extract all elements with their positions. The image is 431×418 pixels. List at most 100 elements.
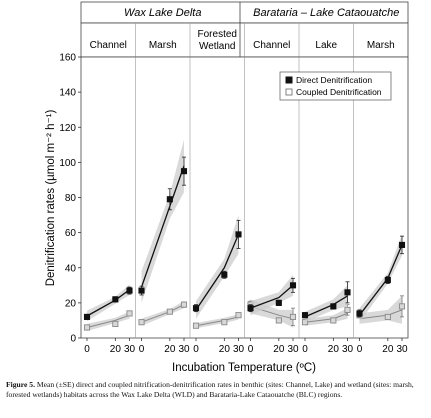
coupled-point — [344, 306, 351, 313]
coupled-point — [330, 317, 337, 324]
direct-point — [344, 289, 351, 296]
direct-point — [112, 296, 119, 303]
x-tick-label: 30 — [342, 344, 354, 355]
x-tick-label: 0 — [84, 344, 90, 355]
panel-5 — [353, 57, 406, 338]
x-tick-label: 20 — [382, 344, 394, 355]
figure-caption: Figure 5. Mean (±SE) direct and coupled … — [6, 380, 424, 400]
x-tick-label: 20 — [164, 344, 176, 355]
x-tick-label: 30 — [287, 344, 299, 355]
legend-coupled-marker — [285, 88, 293, 96]
direct-point — [83, 313, 91, 320]
coupled-confidence-band — [87, 311, 130, 331]
x-tick-label: 20 — [219, 344, 231, 355]
legend: Direct Denitrification Coupled Denitrifi… — [279, 71, 392, 101]
direct-point — [275, 299, 282, 306]
legend-direct-marker — [285, 76, 293, 84]
direct-point — [126, 287, 133, 294]
coupled-point — [275, 317, 282, 324]
panel-1 — [135, 57, 188, 338]
group-header-0: Wax Lake Delta — [124, 7, 201, 19]
x-tick-label: 0 — [193, 344, 199, 355]
y-axis: 0 20 40 60 80 100 120 140 160 — [59, 53, 81, 345]
y-tick-label: 0 — [70, 334, 76, 345]
x-tick-label: 30 — [233, 344, 245, 355]
x-tick-label: 0 — [302, 344, 308, 355]
direct-point — [235, 231, 242, 238]
direct-point — [247, 305, 254, 312]
legend-direct-label: Direct Denitrification — [296, 75, 372, 85]
coupled-point — [166, 308, 173, 315]
x-tick-label: 30 — [124, 344, 136, 355]
x-tick-label: 0 — [248, 344, 254, 355]
x-tick-label: 20 — [273, 344, 285, 355]
direct-fit-line — [195, 234, 240, 311]
direct-confidence-band — [196, 215, 239, 319]
legend-coupled-label: Coupled Denitrification — [296, 87, 382, 97]
coupled-point — [235, 312, 242, 319]
direct-point — [221, 271, 228, 278]
coupled-point — [289, 313, 297, 320]
coupled-point — [384, 313, 391, 320]
panel-label-2: Forested — [198, 29, 237, 40]
direct-fit-line — [250, 284, 294, 309]
coupled-point — [221, 319, 228, 326]
y-tick-label: 120 — [59, 123, 76, 134]
x-tick-label: 0 — [139, 344, 145, 355]
direct-point — [180, 168, 188, 175]
direct-confidence-band — [141, 139, 184, 303]
coupled-point — [83, 324, 91, 331]
group-headers: Wax Lake Delta Barataria – Lake Cataouatc… — [124, 7, 399, 19]
y-axis-label: Denitrification rates (µmol m⁻² h⁻¹) — [45, 110, 57, 287]
group-header-1: Barataria – Lake Cataouatche — [253, 7, 399, 19]
panel-label-1: Marsh — [149, 40, 177, 51]
x-axis-label: Incubation Temperature (ºC) — [172, 362, 316, 374]
panels — [83, 57, 406, 338]
direct-point — [166, 196, 173, 203]
direct-point — [330, 303, 337, 310]
coupled-point — [138, 319, 145, 326]
x-tick-label: 30 — [178, 344, 190, 355]
coupled-confidence-band — [141, 301, 184, 326]
y-tick-label: 140 — [59, 88, 76, 99]
x-tick-label: 30 — [396, 344, 408, 355]
direct-confidence-band — [87, 284, 130, 322]
coupled-point — [180, 301, 188, 308]
x-tick-label: 0 — [357, 344, 363, 355]
caption-label: Figure 5. — [6, 380, 35, 389]
legend-box — [279, 71, 392, 101]
y-tick-label: 20 — [65, 298, 77, 309]
y-tick-label: 100 — [59, 158, 76, 169]
panel-0 — [83, 284, 133, 331]
direct-point — [192, 305, 200, 312]
panel-2 — [189, 57, 242, 338]
coupled-point — [126, 310, 133, 317]
panel-4 — [298, 57, 351, 338]
direct-confidence-band — [359, 234, 402, 323]
panel-label-0: Channel — [90, 40, 127, 51]
coupled-point — [112, 320, 119, 328]
direct-point — [398, 241, 406, 248]
y-tick-label: 40 — [65, 263, 77, 274]
direct-point — [384, 276, 391, 284]
direct-point — [301, 312, 309, 319]
panel-label-2-line2: Wetland — [199, 41, 236, 52]
x-tick-label: 20 — [328, 344, 340, 355]
panel-3 — [244, 57, 297, 338]
coupled-point — [398, 303, 406, 310]
caption-text: Mean (±SE) direct and coupled nitrificat… — [6, 380, 414, 399]
coupled-point — [192, 322, 200, 329]
y-tick-label: 60 — [65, 228, 77, 239]
direct-point — [356, 310, 363, 317]
x-axis: 0 20 30 0 20 30 0 20 30 0 20 30 0 20 30 0 20 30 — [84, 338, 408, 355]
panel-label-5: Marsh — [367, 40, 395, 51]
panel-label-4: Lake — [315, 40, 337, 51]
direct-confidence-band — [250, 274, 293, 316]
panel-label-3: Channel — [253, 40, 290, 51]
y-tick-label: 160 — [59, 53, 76, 64]
direct-point — [289, 282, 297, 289]
coupled-fit-line — [86, 314, 130, 328]
x-tick-label: 20 — [110, 344, 122, 355]
